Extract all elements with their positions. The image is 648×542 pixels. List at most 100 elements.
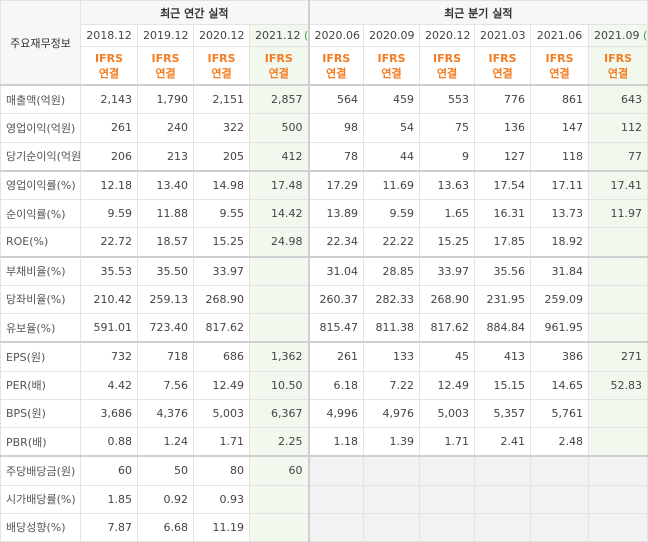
group-title: 최근 분기 실적 — [307, 0, 648, 25]
value-cell: 322 — [193, 113, 250, 143]
value-cell: 1.85 — [80, 484, 138, 514]
value-cell: 7.56 — [137, 370, 194, 400]
basis-label: IFRS — [322, 51, 351, 65]
data-row: 영업이익(억원) 261 240 322 500 98 54 75 136 147 112 — [0, 113, 648, 143]
value-cell: 0.92 — [137, 484, 194, 514]
value-cell: 9.55 — [193, 198, 250, 229]
basis: IFRS 연결 — [307, 46, 365, 86]
period-label: 2021.03 — [480, 29, 526, 42]
value-cell: 118 — [530, 141, 590, 172]
value-cell: 732 — [80, 341, 138, 372]
row-label: 영업이익률(%) — [0, 169, 81, 200]
period: 2019.12 — [137, 24, 194, 47]
basis-label: IFRS — [151, 51, 180, 65]
value-cell: 231.95 — [474, 284, 532, 315]
value-cell: 4,376 — [137, 398, 194, 429]
value-cell: 14.42 — [248, 198, 310, 229]
value-cell: 60 — [248, 455, 310, 486]
scope-label: 연결 — [436, 66, 458, 80]
data-row: 부채비율(%) 35.53 35.50 33.97 31.04 28.85 33.97 35.… — [0, 255, 648, 286]
value-cell: 50 — [137, 455, 194, 486]
value-cell: 14.65 — [530, 370, 590, 400]
value-cell: 45 — [419, 341, 476, 372]
scope-label: 연결 — [98, 66, 120, 80]
value-cell — [248, 313, 310, 343]
value-cell: 35.53 — [80, 255, 138, 286]
value-cell: 817.62 — [419, 313, 476, 343]
value-cell: 5,003 — [419, 398, 476, 429]
value-cell: 776 — [474, 84, 532, 115]
period: 2020.12 — [193, 24, 250, 47]
row-label: 당기순이익(억원) — [0, 141, 81, 172]
value-cell: 12.18 — [80, 169, 138, 200]
value-cell: 643 — [588, 84, 648, 115]
value-cell — [474, 512, 532, 542]
value-cell: 0.93 — [193, 484, 250, 514]
group-title: 최근 연간 실적 — [79, 0, 310, 25]
value-cell: 22.22 — [363, 227, 421, 257]
value-cell: 44 — [363, 141, 421, 172]
data-row: ROE(%) 22.72 18.57 15.25 24.98 22.34 22.22 15.2… — [0, 227, 648, 257]
value-cell: 5,761 — [530, 398, 590, 429]
period: 2021.03 — [474, 24, 532, 47]
value-cell: 6.68 — [137, 512, 194, 542]
value-cell: 33.97 — [193, 255, 250, 286]
basis-label: IFRS — [207, 51, 236, 65]
period-label: 2019.12 — [143, 29, 189, 42]
value-cell: 1.24 — [137, 427, 194, 457]
value-cell — [307, 484, 365, 514]
value-cell: 723.40 — [137, 313, 194, 343]
data-row: PER(배) 4.42 7.56 12.49 10.50 6.18 7.22 12.49 15.… — [0, 370, 648, 400]
scope-label: 연결 — [607, 66, 629, 80]
data-row: 시가배당률(%) 1.85 0.92 0.93 — [0, 484, 648, 514]
value-cell: 591.01 — [80, 313, 138, 343]
basis: IFRS 연결 — [363, 46, 421, 86]
corner-label: 주요재무정보 — [0, 0, 81, 86]
basis: IFRS 연결 — [80, 46, 138, 86]
value-cell: 1.71 — [419, 427, 476, 457]
period-label: 2021.12 — [255, 29, 301, 42]
row-label: 순이익률(%) — [0, 198, 81, 229]
value-cell: 80 — [193, 455, 250, 486]
row-label: 배당성향(%) — [0, 512, 81, 542]
row-label: 당좌비율(%) — [0, 284, 81, 315]
period: 2020.06 — [307, 24, 365, 47]
value-cell: 54 — [363, 113, 421, 143]
value-cell: 15.15 — [474, 370, 532, 400]
value-cell: 1.71 — [193, 427, 250, 457]
row-label: 매출액(억원) — [0, 84, 81, 115]
value-cell — [248, 255, 310, 286]
value-cell: 5,357 — [474, 398, 532, 429]
value-cell: 77 — [588, 141, 648, 172]
value-cell: 1,790 — [137, 84, 194, 115]
scope-label: 연결 — [381, 66, 402, 80]
basis-label: IFRS — [433, 51, 462, 65]
data-row: EPS(원) 732 718 686 1,362 261 133 45 413 386 271 — [0, 341, 648, 372]
basis-label: IFRS — [264, 51, 293, 65]
value-cell: 817.62 — [193, 313, 250, 343]
value-cell: 60 — [80, 455, 138, 486]
value-cell — [307, 512, 365, 542]
row-label: 주당배당금(원) — [0, 455, 81, 486]
value-cell: 9 — [419, 141, 476, 172]
value-cell: 17.54 — [474, 169, 532, 200]
value-cell: 13.63 — [419, 169, 476, 200]
value-cell: 268.90 — [193, 284, 250, 315]
data-row: 순이익률(%) 9.59 11.88 9.55 14.42 13.89 9.59 1.65 16… — [0, 198, 648, 229]
period-label: 2020.09 — [369, 29, 415, 42]
value-cell: 4.42 — [80, 370, 138, 400]
data-row: PBR(배) 0.88 1.24 1.71 2.25 1.18 1.39 1.71 2.41 2.… — [0, 427, 648, 457]
value-cell: 12.49 — [193, 370, 250, 400]
basis-label: IFRS — [95, 51, 123, 65]
value-cell: 147 — [530, 113, 590, 143]
value-cell: 811.38 — [363, 313, 421, 343]
period-label: 2020.06 — [314, 29, 361, 42]
row-label: 유보율(%) — [0, 313, 81, 343]
value-cell: 205 — [193, 141, 250, 172]
value-cell: 28.85 — [363, 255, 421, 286]
value-cell — [474, 455, 532, 486]
value-cell: 31.04 — [307, 255, 365, 286]
value-cell — [363, 512, 421, 542]
value-cell — [363, 455, 421, 486]
row-label: 영업이익(억원) — [0, 113, 81, 143]
